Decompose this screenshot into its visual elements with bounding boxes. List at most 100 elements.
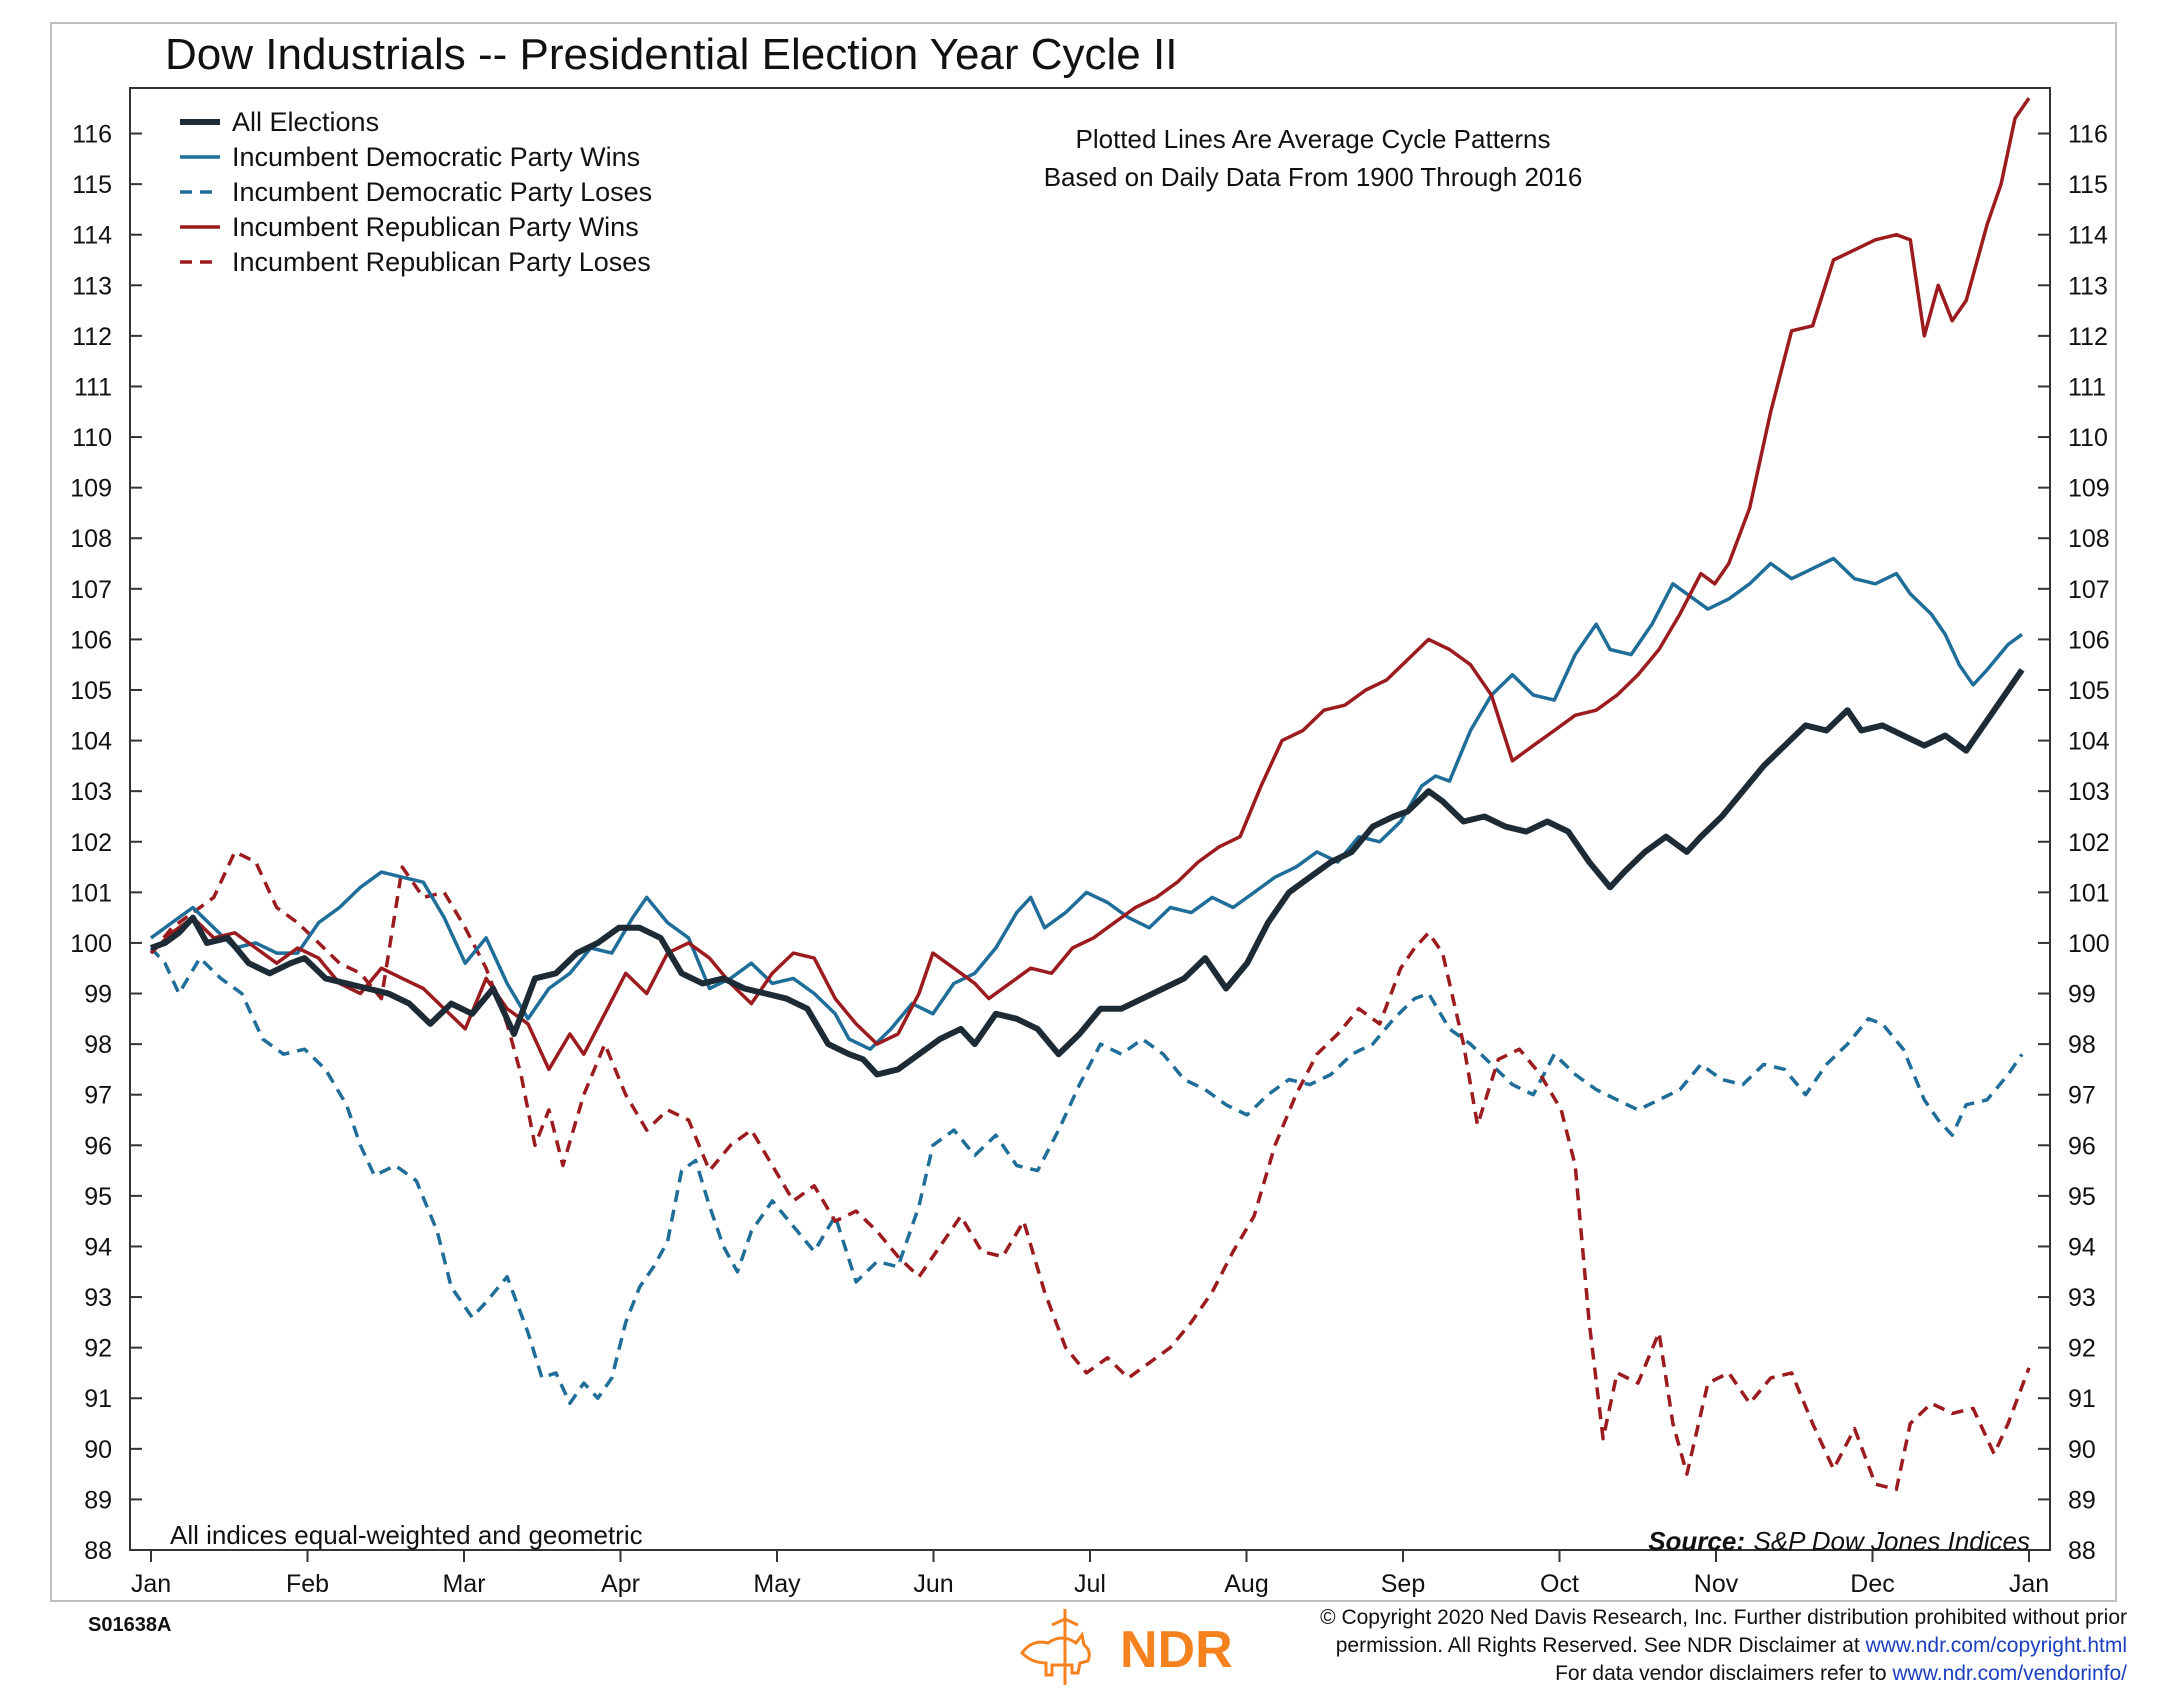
series-line-incumbent-republican-party-loses <box>149 850 2031 1492</box>
y-tick-label-left: 100 <box>70 930 112 958</box>
y-tick-label-left: 97 <box>84 1082 112 1110</box>
y-tick-label-left: 93 <box>84 1284 112 1312</box>
x-tick-label: Feb <box>286 1570 329 1598</box>
source-label: Source: <box>1648 1526 1745 1556</box>
ndr-logo: NDR <box>1020 1609 1233 1685</box>
legend-label: Incumbent Republican Party Loses <box>232 247 651 277</box>
y-tick-label-left: 108 <box>70 525 112 553</box>
y-tick-label-left: 107 <box>70 576 112 604</box>
legend-label: Incumbent Democratic Party Wins <box>232 142 640 172</box>
annotations: Plotted Lines Are Average Cycle Patterns… <box>170 124 2030 1556</box>
y-tick-label-left: 89 <box>84 1486 112 1514</box>
x-tick-label: Jun <box>913 1570 953 1598</box>
x-tick-label: Jan <box>131 1570 171 1598</box>
copyright-line-3-text: For data vendor disclaimers refer to <box>1555 1662 1893 1685</box>
y-tick-label-right: 108 <box>2068 525 2110 553</box>
series-line-incumbent-democratic-party-loses <box>149 946 2024 1406</box>
y-tick-label-right: 111 <box>2068 373 2106 401</box>
legend-label: Incumbent Republican Party Wins <box>232 212 639 242</box>
bull-bear-icon <box>1020 1609 1091 1685</box>
series-line-incumbent-democratic-party-wins <box>149 556 2024 1051</box>
x-tick-label: Jul <box>1074 1570 1106 1598</box>
copyright-block: © Copyright 2020 Ned Davis Research, Inc… <box>1320 1604 2127 1688</box>
y-tick-label-left: 94 <box>84 1233 112 1261</box>
y-tick-label-left: 96 <box>84 1132 112 1160</box>
y-tick-label-right: 115 <box>2068 171 2108 199</box>
legend-label: All Elections <box>232 107 379 137</box>
x-tick-label: Mar <box>442 1570 485 1598</box>
y-tick-label-right: 93 <box>2068 1284 2096 1312</box>
copyright-line-1: © Copyright 2020 Ned Davis Research, Inc… <box>1320 1606 2127 1629</box>
y-tick-label-left: 110 <box>72 424 112 452</box>
y-tick-label-right: 113 <box>2068 272 2108 300</box>
y-tick-label-right: 107 <box>2068 576 2110 604</box>
y-tick-label-left: 91 <box>84 1385 112 1413</box>
y-tick-label-left: 98 <box>84 1031 112 1059</box>
annotation-line-2: Based on Daily Data From 1900 Through 20… <box>1044 162 1583 192</box>
y-tick-label-right: 90 <box>2068 1436 2096 1464</box>
y-tick-label-left: 102 <box>70 829 112 857</box>
copyright-link[interactable]: www.ndr.com/copyright.html <box>1865 1634 2127 1657</box>
x-tick-label: Aug <box>1224 1570 1268 1598</box>
vendor-link[interactable]: www.ndr.com/vendorinfo/ <box>1892 1662 2127 1685</box>
x-tick-label: Nov <box>1694 1570 1739 1598</box>
y-tick-label-left: 101 <box>70 879 112 907</box>
x-tick-label: Dec <box>1850 1570 1894 1598</box>
y-tick-label-left: 104 <box>70 728 112 756</box>
y-tick-label-right: 109 <box>2068 475 2110 503</box>
y-tick-label-left: 88 <box>84 1537 112 1565</box>
copyright-line-2-text: permission. All Rights Reserved. See NDR… <box>1335 1634 1866 1657</box>
x-tick-label: Apr <box>601 1570 640 1598</box>
y-tick-label-right: 99 <box>2068 981 2096 1009</box>
plot-area: 88 88 89 89 90 90 91 91 92 92 93 93 94 94 95 95 96 96 97 97… <box>70 87 2110 1598</box>
y-tick-label-right: 114 <box>2068 222 2108 250</box>
y-tick-label-right: 101 <box>2068 879 2110 907</box>
copyright-line-3: For data vendor disclaimers refer to www… <box>1320 1660 2127 1688</box>
y-tick-label-right: 112 <box>2068 323 2108 351</box>
y-tick-label-left: 95 <box>84 1183 112 1211</box>
y-tick-label-right: 92 <box>2068 1335 2096 1363</box>
y-tick-label-right: 97 <box>2068 1082 2096 1110</box>
series-lines <box>149 97 2031 1492</box>
y-tick-label-right: 91 <box>2068 1385 2096 1413</box>
y-tick-label-right: 95 <box>2068 1183 2096 1211</box>
y-tick-label-left: 99 <box>84 981 112 1009</box>
y-tick-label-left: 92 <box>84 1335 112 1363</box>
x-tick-label: Jan <box>2009 1570 2049 1598</box>
y-tick-label-left: 90 <box>84 1436 112 1464</box>
y-tick-label-right: 103 <box>2068 778 2110 806</box>
y-tick-label-left: 114 <box>72 222 112 250</box>
chart-id: S01638A <box>88 1614 172 1636</box>
chart-frame <box>50 22 2117 1602</box>
plot-border <box>129 87 2051 1551</box>
source-value: S&P Dow Jones Indices <box>1753 1526 2030 1556</box>
chart-title: Dow Industrials -- Presidential Election… <box>165 30 1178 79</box>
x-tick-label: May <box>753 1570 801 1598</box>
logo-text: NDR <box>1120 1621 1233 1679</box>
axes: 88 88 89 89 90 90 91 91 92 92 93 93 94 94 95 95 96 96 97 97… <box>70 87 2110 1598</box>
y-tick-label-right: 100 <box>2068 930 2110 958</box>
y-tick-label-left: 113 <box>72 272 112 300</box>
legend-label: Incumbent Democratic Party Loses <box>232 177 652 207</box>
y-tick-label-left: 112 <box>72 323 112 351</box>
y-tick-label-right: 106 <box>2068 626 2110 654</box>
copyright-line-2: permission. All Rights Reserved. See NDR… <box>1320 1632 2127 1660</box>
x-tick-label: Sep <box>1381 1570 1425 1598</box>
y-tick-label-left: 109 <box>70 475 112 503</box>
y-tick-label-left: 106 <box>70 626 112 654</box>
y-tick-label-left: 111 <box>74 373 112 401</box>
y-tick-label-right: 96 <box>2068 1132 2096 1160</box>
y-tick-label-left: 115 <box>72 171 112 199</box>
y-tick-label-left: 105 <box>70 677 112 705</box>
legend: All Elections Incumbent Democratic Party … <box>180 107 652 277</box>
y-tick-label-right: 89 <box>2068 1486 2096 1514</box>
y-tick-label-right: 94 <box>2068 1233 2096 1261</box>
series-line-incumbent-republican-party-wins <box>149 97 2031 1072</box>
y-tick-label-right: 105 <box>2068 677 2110 705</box>
annotation-line-1: Plotted Lines Are Average Cycle Patterns <box>1075 124 1550 154</box>
y-tick-label-left: 116 <box>72 121 112 149</box>
y-tick-label-right: 104 <box>2068 728 2110 756</box>
y-tick-label-right: 88 <box>2068 1537 2096 1565</box>
y-tick-label-left: 103 <box>70 778 112 806</box>
y-tick-label-right: 102 <box>2068 829 2110 857</box>
